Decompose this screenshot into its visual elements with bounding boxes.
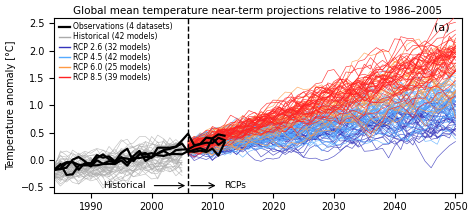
- Legend: Observations (4 datasets), Historical (42 models), RCP 2.6 (32 models), RCP 4.5 : Observations (4 datasets), Historical (4…: [58, 22, 174, 83]
- Text: Historical: Historical: [103, 181, 146, 190]
- Title: Global mean temperature near-term projections relative to 1986–2005: Global mean temperature near-term projec…: [73, 5, 442, 15]
- Y-axis label: Temperature anomaly [°C]: Temperature anomaly [°C]: [6, 41, 16, 170]
- Text: RCPs: RCPs: [225, 181, 246, 190]
- Text: (a): (a): [434, 23, 449, 33]
